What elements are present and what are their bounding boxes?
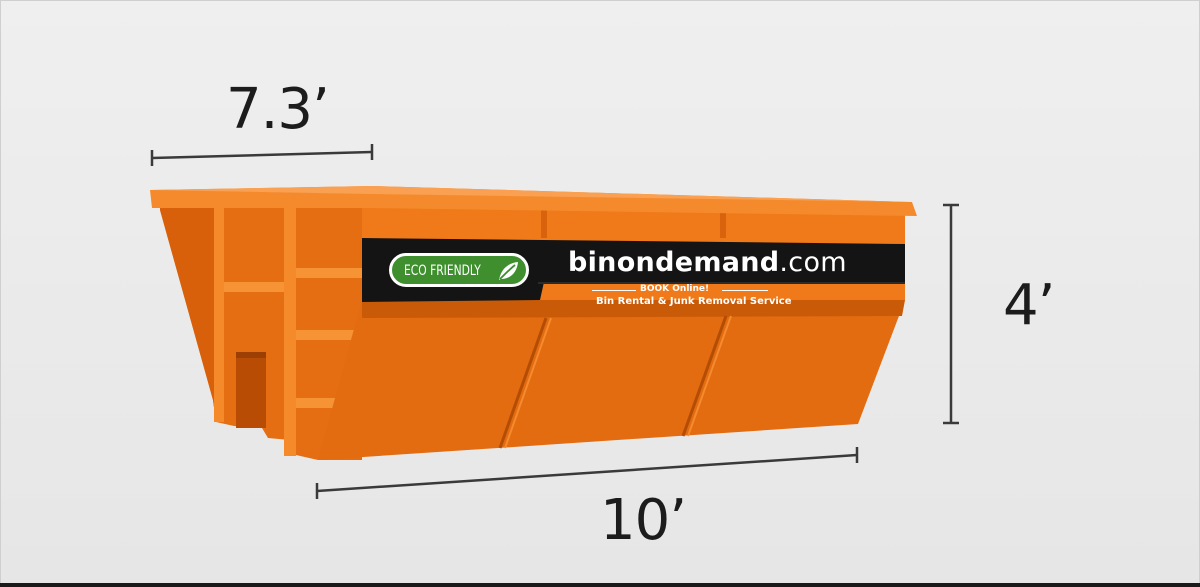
service-tagline: Bin Rental & Junk Removal Service bbox=[596, 296, 792, 307]
width-dimension-label: 7.3’ bbox=[226, 77, 330, 142]
bin-body bbox=[150, 186, 917, 460]
dimension-line-height bbox=[943, 203, 959, 425]
bottom-edge-strip bbox=[0, 583, 1200, 587]
dimension-line-length bbox=[315, 447, 859, 499]
brand-domain-suffix: .com bbox=[779, 247, 847, 278]
brand-name: binondemand.com bbox=[568, 247, 847, 278]
eco-friendly-badge: ECO FRIENDLY bbox=[389, 253, 529, 287]
dimension-line-width bbox=[150, 144, 374, 166]
brand-name-bold: binondemand bbox=[568, 247, 780, 278]
book-online-cta: BOOK Online! bbox=[640, 284, 710, 294]
height-dimension-label: 4’ bbox=[1003, 273, 1055, 338]
cta-rule-right bbox=[722, 290, 768, 291]
cta-rule-left bbox=[592, 290, 636, 291]
eco-friendly-label: ECO FRIENDLY bbox=[404, 263, 481, 279]
leaf-icon bbox=[499, 262, 518, 280]
length-dimension-label: 10’ bbox=[600, 488, 687, 553]
